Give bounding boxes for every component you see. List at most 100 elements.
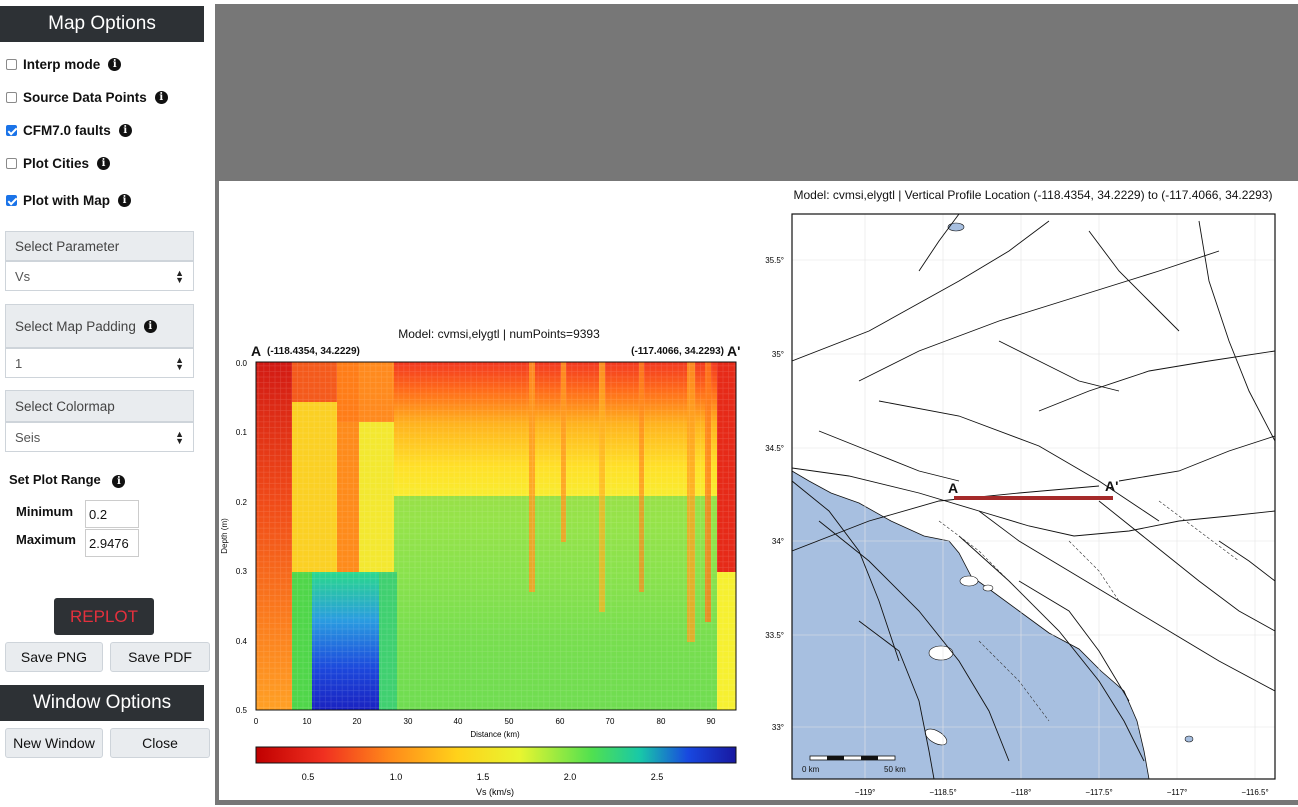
minimum-label: Minimum <box>16 504 74 519</box>
lon-tick: −117.5° <box>1085 788 1112 797</box>
lake <box>1184 735 1194 743</box>
updown-arrows-icon: ▲ ▼ <box>175 429 184 446</box>
lon-tick: −116.5° <box>1241 788 1268 797</box>
lat-tick: 34° <box>772 537 784 546</box>
cfm-faults-checkbox[interactable] <box>6 125 17 136</box>
profile-point-b-label: A' <box>727 343 740 359</box>
plot-range-heading: Set Plot Range i <box>9 472 126 488</box>
island <box>982 584 994 592</box>
plot-range-label: Set Plot Range <box>9 472 101 487</box>
close-button[interactable]: Close <box>110 728 210 758</box>
map-title: Model: cvmsi,elygtl | Vertical Profile L… <box>794 188 1273 202</box>
x-tick: 30 <box>404 717 413 726</box>
map-frame <box>791 213 1276 780</box>
y-tick: 0.2 <box>236 498 248 507</box>
x-tick: 20 <box>353 717 362 726</box>
info-icon[interactable]: i <box>97 157 111 170</box>
profile-point-b-coords: (-117.4066, 34.2293) <box>631 346 724 357</box>
profile-plot: Model: cvmsi,elygtl | numPoints=9393 A (… <box>220 327 740 797</box>
info-icon[interactable]: i <box>118 194 131 207</box>
info-icon[interactable]: i <box>108 58 122 71</box>
lon-tick: −119° <box>855 788 876 797</box>
y-tick: 0.3 <box>236 567 248 576</box>
map-grid <box>792 214 1275 779</box>
interp-mode-checkbox[interactable] <box>6 59 17 70</box>
save-pdf-button[interactable]: Save PDF <box>110 642 210 672</box>
lat-tick: 35.5° <box>765 256 784 265</box>
select-parameter-label: Select Parameter <box>5 231 194 261</box>
profile-xlabel: Distance (km) <box>470 730 520 739</box>
source-data-points-label: Source Data Points <box>23 90 147 105</box>
map-options-header: Map Options <box>0 6 204 42</box>
x-tick: 70 <box>606 717 615 726</box>
x-tick: 90 <box>707 717 716 726</box>
select-padding-dropdown[interactable]: 1 ▲ ▼ <box>5 348 194 378</box>
plot-cities-row[interactable]: Plot Cities i <box>6 156 111 171</box>
select-parameter-dropdown[interactable]: Vs ▲ ▼ <box>5 261 194 291</box>
lat-tick: 33.5° <box>765 631 784 640</box>
select-padding-label-text: Select Map Padding <box>15 318 136 334</box>
info-icon[interactable]: i <box>154 91 168 104</box>
colorbar-tick: 1.5 <box>477 772 490 782</box>
replot-button[interactable]: REPLOT <box>54 598 154 635</box>
island <box>928 645 954 661</box>
profile-point-a-label: A <box>251 343 261 359</box>
updown-arrows-icon: ▲ ▼ <box>175 355 184 372</box>
updown-arrows-icon: ▲ ▼ <box>175 268 184 285</box>
lat-tick: 33° <box>772 723 784 732</box>
map-plot: Model: cvmsi,elygtl | Vertical Profile L… <box>765 188 1276 797</box>
plot-with-map-checkbox[interactable] <box>6 195 17 206</box>
select-colormap-label: Select Colormap <box>5 390 194 422</box>
info-icon[interactable]: i <box>118 124 132 137</box>
colorbar-tick: 2.0 <box>564 772 577 782</box>
scale-start-label: 0 km <box>802 765 820 774</box>
lon-tick: −117° <box>1167 788 1188 797</box>
info-icon[interactable]: i <box>143 319 157 333</box>
y-tick: 0.0 <box>236 359 248 368</box>
profile-x-ticks: 0 10 20 30 40 50 60 70 80 90 <box>254 717 716 726</box>
source-data-points-checkbox[interactable] <box>6 92 17 103</box>
plot-cities-label: Plot Cities <box>23 156 90 171</box>
island <box>924 728 948 746</box>
cfm-faults-row[interactable]: CFM7.0 faults i <box>6 123 132 138</box>
x-tick: 0 <box>254 717 259 726</box>
map-lat-ticks: 35.5° 35° 34.5° 34° 33.5° 33° <box>765 256 784 732</box>
select-colormap-dropdown[interactable]: Seis ▲ ▼ <box>5 422 194 452</box>
plot-canvas: Model: cvmsi,elygtl | numPoints=9393 A (… <box>220 188 1276 797</box>
map-label-a: A <box>948 480 958 496</box>
minimum-input[interactable]: 0.2 <box>85 500 139 528</box>
y-tick: 0.1 <box>236 428 248 437</box>
plot-with-map-row[interactable]: Plot with Map i <box>6 193 131 208</box>
save-png-button[interactable]: Save PNG <box>5 642 103 672</box>
plot-area: Model: cvmsi,elygtl | numPoints=9393 A (… <box>219 181 1298 800</box>
plot-with-map-label: Plot with Map <box>23 193 110 208</box>
colorbar-tick: 0.5 <box>302 772 315 782</box>
interp-mode-row[interactable]: Interp mode i <box>6 57 122 72</box>
select-parameter-label-text: Select Parameter <box>15 238 120 254</box>
lat-tick: 34.5° <box>765 444 784 453</box>
select-parameter-value: Vs <box>15 269 31 284</box>
select-colormap-label-text: Select Colormap <box>15 398 115 414</box>
info-icon[interactable]: i <box>112 475 126 488</box>
maximum-input[interactable]: 2.9476 <box>85 529 139 557</box>
lon-tick: −118° <box>1011 788 1032 797</box>
plot-cities-checkbox[interactable] <box>6 158 17 169</box>
new-window-button[interactable]: New Window <box>5 728 103 758</box>
window-options-header: Window Options <box>0 685 204 721</box>
source-data-points-row[interactable]: Source Data Points i <box>6 90 168 105</box>
profile-title: Model: cvmsi,elygtl | numPoints=9393 <box>398 327 600 341</box>
interp-mode-label: Interp mode <box>23 57 101 72</box>
scale-bar: 0 km 50 km <box>802 755 906 774</box>
lon-tick: −118.5° <box>929 788 956 797</box>
x-tick: 80 <box>657 717 666 726</box>
y-tick: 0.4 <box>236 637 248 646</box>
colorbar-label: Vs (km/s) <box>476 787 514 797</box>
velocity-cross-section <box>255 361 737 711</box>
maximum-label: Maximum <box>16 532 76 547</box>
ocean-area <box>792 470 1150 779</box>
x-tick: 40 <box>454 717 463 726</box>
map-content: A A' 0 km 50 km <box>792 214 1275 779</box>
map-options-sidebar: Map Options Interp mode i Source Data Po… <box>0 0 212 807</box>
profile-y-ticks: 0.0 0.1 0.2 0.3 0.4 0.5 <box>236 359 248 715</box>
lake <box>947 222 965 232</box>
